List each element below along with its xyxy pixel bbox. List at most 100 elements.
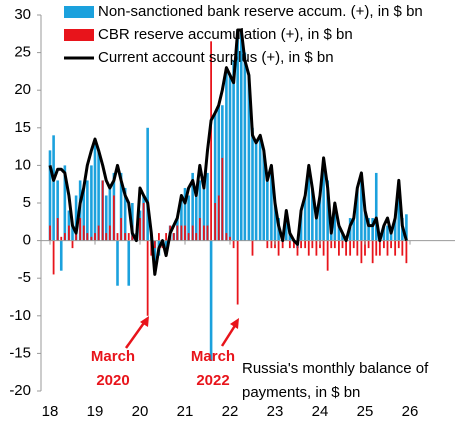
bar [180, 195, 183, 241]
y-tick-label: 15 [14, 119, 31, 136]
bar [300, 240, 302, 249]
bar [318, 195, 322, 241]
bar [203, 225, 205, 241]
bar [382, 225, 386, 241]
bar [338, 240, 340, 256]
bar [229, 236, 231, 241]
bar [394, 240, 397, 256]
bar [225, 233, 228, 241]
bar [116, 233, 119, 241]
bar [108, 187, 112, 241]
bar [393, 218, 397, 241]
bar [273, 203, 277, 241]
bar [146, 240, 149, 316]
arrow [220, 323, 238, 347]
bar [236, 30, 239, 241]
bar [52, 135, 55, 241]
bar [401, 240, 404, 256]
bar [293, 240, 295, 249]
bar [386, 225, 389, 241]
bar [315, 218, 318, 241]
bar [405, 240, 408, 264]
bar [183, 187, 187, 241]
bar [101, 180, 104, 241]
bar [49, 225, 51, 241]
y-tick-label: -15 [9, 344, 31, 361]
bar [349, 240, 352, 256]
bar [405, 214, 408, 241]
bar [79, 218, 82, 241]
bar [360, 240, 363, 264]
bar [326, 180, 329, 241]
bar [158, 233, 160, 241]
bar [232, 240, 235, 249]
bar [113, 195, 115, 241]
annotation: payments, in $ bn [242, 384, 360, 401]
bar [367, 240, 370, 249]
bar [139, 218, 141, 241]
bar [326, 240, 329, 271]
bar [375, 240, 378, 256]
x-tick-label: 25 [357, 403, 374, 420]
bar [127, 233, 130, 241]
bar [210, 41, 212, 241]
bar [146, 127, 149, 241]
bar [303, 195, 307, 241]
bar [315, 240, 318, 256]
bar [288, 240, 291, 249]
bar [251, 240, 254, 256]
x-tick-label: 19 [87, 403, 104, 420]
bar [52, 240, 55, 275]
bar [153, 240, 157, 264]
bar [281, 240, 284, 249]
bar [116, 240, 119, 286]
bar [360, 172, 363, 241]
bar [123, 187, 127, 241]
bar [187, 233, 190, 241]
bar [202, 187, 206, 241]
bar [374, 172, 378, 241]
bar [191, 225, 194, 241]
bar [352, 218, 356, 241]
bar [247, 75, 251, 241]
bar [63, 233, 66, 241]
bar [389, 233, 393, 241]
bar [397, 240, 400, 249]
bar [60, 236, 63, 241]
bar [213, 112, 217, 241]
bar [97, 225, 100, 241]
bar [225, 67, 228, 241]
bar [86, 233, 89, 241]
bar [71, 225, 74, 241]
bar [371, 240, 374, 264]
x-tick-label: 18 [42, 403, 59, 420]
bar [59, 240, 63, 271]
x-tick-label: 23 [267, 403, 284, 420]
line [48, 28, 408, 276]
legend-swatch [64, 29, 94, 41]
bar [277, 240, 280, 256]
bar [195, 233, 198, 241]
bar [386, 240, 389, 256]
bar [243, 52, 247, 241]
bar [94, 233, 96, 241]
bar [296, 240, 299, 256]
arrow-head [230, 318, 239, 329]
bar [194, 195, 198, 241]
bar [322, 240, 325, 256]
bar [191, 172, 194, 241]
bar [153, 240, 156, 249]
bar [364, 240, 366, 256]
annotation: Russia's monthly balance of [242, 360, 429, 377]
bar [206, 172, 209, 241]
x-tick-label: 21 [177, 403, 194, 420]
bar [209, 240, 213, 361]
bar [311, 187, 314, 241]
annotation: 2020 [96, 372, 129, 389]
y-tick-label: 30 [14, 6, 31, 23]
arrow [124, 319, 148, 349]
bar [172, 233, 175, 241]
bar [90, 236, 93, 241]
bar [48, 150, 52, 241]
bar [232, 60, 235, 241]
